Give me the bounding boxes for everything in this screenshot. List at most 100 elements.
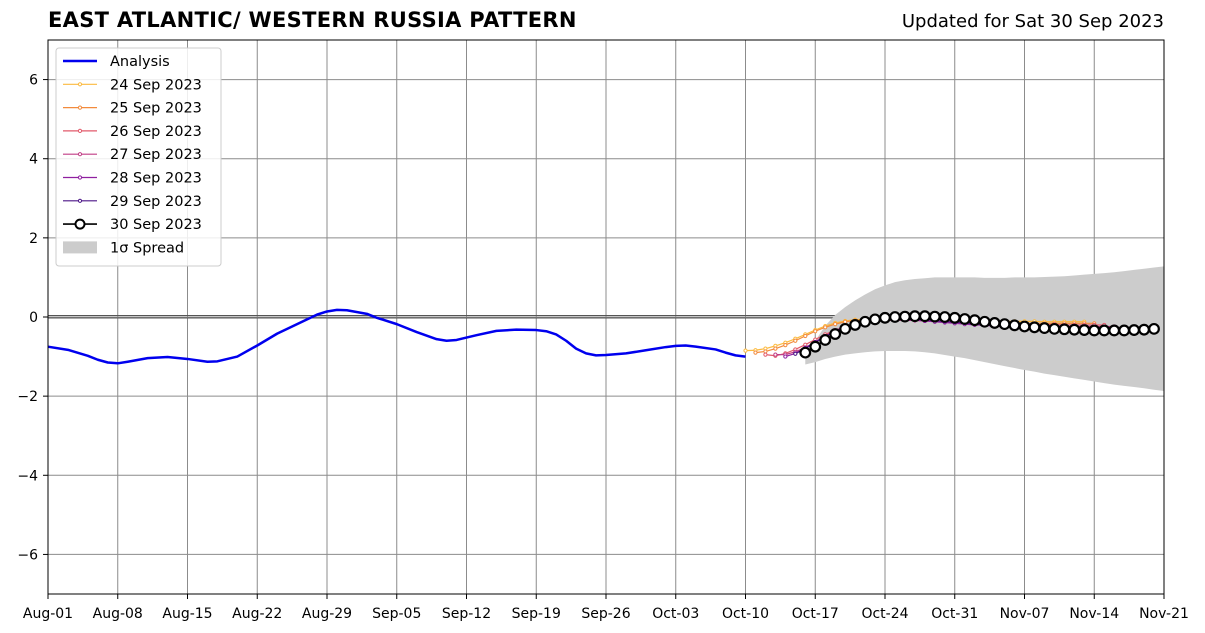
legend-label: 25 Sep 2023 bbox=[110, 101, 202, 117]
legend-label: Analysis bbox=[110, 54, 170, 70]
y-tick-label: 0 bbox=[29, 310, 38, 326]
x-tick-label: Aug-22 bbox=[232, 606, 282, 622]
forecast-point bbox=[998, 318, 1011, 331]
forecast-point bbox=[978, 315, 991, 328]
forecast-point bbox=[948, 311, 961, 324]
legend-marker bbox=[77, 152, 83, 157]
legend-label: 30 Sep 2023 bbox=[110, 217, 202, 233]
y-tick-label: 2 bbox=[29, 231, 38, 247]
y-tick-label: −6 bbox=[17, 547, 38, 563]
y-tick-label: −4 bbox=[17, 468, 38, 484]
x-tick-label: Aug-29 bbox=[302, 606, 352, 622]
axes: Aug-01 Aug-08 Aug-15 Aug-22 Aug-29 Sep-05 Sep-… bbox=[17, 39, 1189, 622]
forecast-point bbox=[899, 310, 911, 323]
y-tick-label: 4 bbox=[29, 152, 38, 168]
y-tick-label: 6 bbox=[29, 73, 38, 89]
updated-date-label: Updated for Sat 30 Sep 2023 bbox=[901, 11, 1164, 32]
forecast-point bbox=[1018, 320, 1031, 333]
forecast-point bbox=[1088, 324, 1101, 337]
forecast-point bbox=[809, 340, 822, 353]
forecast-point bbox=[889, 311, 901, 323]
x-tick-label: Oct-03 bbox=[652, 606, 699, 622]
x-tick-label: Aug-15 bbox=[162, 606, 212, 622]
spread-band-layer bbox=[805, 266, 1164, 391]
forecast-point bbox=[799, 346, 812, 359]
forecast-point bbox=[1078, 324, 1091, 336]
x-tick-label: Oct-17 bbox=[792, 606, 839, 622]
x-tick-label: Sep-26 bbox=[581, 606, 630, 622]
legend-label: 28 Sep 2023 bbox=[110, 171, 202, 187]
x-tick-label: Oct-10 bbox=[722, 606, 769, 622]
x-tick-label: Oct-24 bbox=[861, 606, 908, 622]
x-tick-label: Aug-01 bbox=[23, 606, 73, 622]
forecast-point bbox=[1128, 324, 1141, 336]
chart-title: EAST ATLANTIC/ WESTERN RUSSIA PATTERN bbox=[48, 8, 577, 32]
plot-frame bbox=[47, 39, 1165, 595]
forecast-point bbox=[753, 350, 758, 355]
forecast-point bbox=[783, 342, 788, 348]
x-tick-label: Nov-21 bbox=[1139, 606, 1189, 622]
forecast-point bbox=[813, 329, 818, 334]
forecast-point bbox=[839, 322, 852, 335]
x-tick-label: Sep-12 bbox=[442, 606, 491, 622]
forecast-point bbox=[763, 352, 768, 357]
forecast-point bbox=[869, 313, 881, 326]
legend-marker bbox=[77, 175, 83, 180]
forecast-point bbox=[879, 311, 891, 324]
x-tick-label: Nov-14 bbox=[1069, 606, 1119, 622]
y-tick-label: −2 bbox=[17, 389, 38, 405]
forecast-point bbox=[829, 328, 842, 340]
forecast-point bbox=[793, 338, 798, 343]
forecast-point bbox=[1108, 324, 1121, 337]
forecast-point bbox=[958, 313, 971, 325]
forecast-point bbox=[928, 310, 941, 323]
forecast-point bbox=[823, 325, 828, 330]
x-tick-label: Sep-05 bbox=[372, 606, 421, 622]
forecast-point bbox=[849, 319, 862, 331]
legend-marker bbox=[77, 198, 83, 203]
forecast-point bbox=[833, 322, 838, 327]
series-layer bbox=[47, 308, 1160, 365]
forecast-point bbox=[843, 319, 848, 324]
forecast-point bbox=[783, 354, 788, 359]
x-tick-label: Aug-08 bbox=[93, 606, 143, 622]
legend-label: 27 Sep 2023 bbox=[110, 147, 202, 163]
forecast-point bbox=[1148, 322, 1160, 335]
forecast-point bbox=[908, 310, 921, 323]
forecast-point bbox=[773, 346, 778, 351]
forecast-point bbox=[968, 314, 981, 327]
forecast-point bbox=[1068, 323, 1081, 336]
forecast-point bbox=[743, 348, 748, 353]
legend-marker bbox=[77, 82, 83, 87]
legend-label: 1σ Spread bbox=[110, 240, 184, 256]
forecast-point bbox=[1028, 321, 1041, 334]
forecast-point bbox=[918, 310, 931, 323]
forecast-point bbox=[803, 333, 808, 339]
legend-marker bbox=[77, 128, 83, 133]
x-tick-label: Sep-19 bbox=[512, 606, 561, 622]
forecast-point bbox=[1118, 324, 1131, 337]
forecast-point bbox=[1048, 322, 1061, 335]
forecast-point bbox=[1058, 323, 1071, 336]
analysis-line bbox=[47, 308, 746, 365]
forecast-point bbox=[1038, 322, 1051, 334]
forecast-point bbox=[1098, 324, 1111, 337]
forecast-point bbox=[1008, 319, 1021, 332]
forecast-point bbox=[1138, 323, 1150, 336]
forecast-point bbox=[938, 311, 951, 323]
legend-box bbox=[55, 47, 222, 267]
forecast-point bbox=[793, 351, 798, 356]
legend-marker bbox=[74, 218, 86, 230]
grid bbox=[48, 40, 1164, 594]
forecast-point bbox=[859, 315, 871, 328]
x-tick-label: Oct-31 bbox=[931, 606, 978, 622]
legend-label: 24 Sep 2023 bbox=[110, 77, 202, 93]
forecast-point bbox=[988, 317, 1001, 329]
legend: Analysis 24 Sep 2023 25 Sep 2023 26 Sep 202… bbox=[55, 47, 222, 267]
legend-label: 29 Sep 2023 bbox=[110, 194, 202, 210]
x-tick-label: Nov-07 bbox=[1000, 606, 1050, 622]
spread-band bbox=[805, 266, 1164, 391]
legend-swatch bbox=[63, 241, 97, 254]
legend-label: 26 Sep 2023 bbox=[110, 124, 202, 140]
